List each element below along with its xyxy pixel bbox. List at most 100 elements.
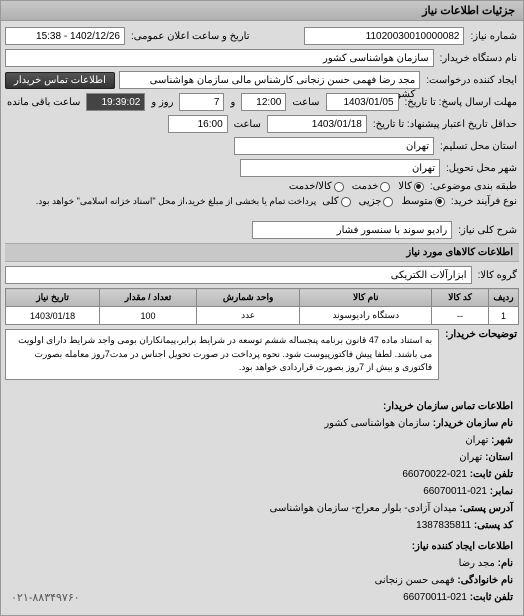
radio-kala-label: کالا [398, 181, 412, 192]
remain-time-field: 19:39:02 [86, 93, 145, 111]
process-label: نوع فرآیند خرید: [449, 196, 519, 207]
name-v: مجد رضا [459, 558, 495, 569]
process-note: پرداخت تمام یا بخشی از مبلغ خرید،از محل … [5, 196, 318, 207]
addr-l: آدرس پستی: [460, 503, 513, 514]
cell-unit: عدد [196, 307, 300, 325]
cell-name: دستگاه رادیوسوند [300, 307, 432, 325]
radio-kala-khedmat-label: کالا/خدمت [289, 181, 332, 192]
fam-v: فهمی حسن زنجانی [375, 575, 455, 586]
row-buyer-note: توضیحات خریدار: به استناد ماده 47 قانون … [5, 329, 519, 380]
requester-label: ایجاد کننده درخواست: [424, 75, 519, 86]
price-date-field: 1403/01/18 [267, 115, 367, 133]
radio-dot-icon [334, 182, 344, 192]
post-v: 1387835811 [416, 520, 471, 531]
days-and-label: و [228, 97, 237, 108]
radio-jozi[interactable]: جزیی [359, 196, 394, 207]
price-time-field: 16:00 [168, 115, 228, 133]
buyer-note-label: توضیحات خریدار: [443, 329, 519, 340]
row-process: نوع فرآیند خرید: متوسط جزیی کلی پرداخت ت… [5, 196, 519, 207]
radio-jozi-label: جزیی [359, 196, 382, 207]
price-deadline-label: حداقل تاریخ اعتبار پیشنهاد: تا تاریخ: [371, 119, 519, 130]
items-section-title: اطلاعات کالاهای مورد نیاز [5, 243, 519, 262]
province-label: استان محل تسلیم: [438, 141, 519, 152]
announce-field: 1402/12/26 - 15:38 [5, 27, 125, 45]
radio-khedmat[interactable]: خدمت [352, 181, 391, 192]
table-row[interactable]: 1 -- دستگاه رادیوسوند عدد 100 1403/01/18 [6, 307, 519, 325]
contact-buyer-button[interactable]: اطلاعات تماس خریدار [5, 72, 115, 89]
cell-qty: 100 [100, 307, 197, 325]
radio-motavaset[interactable]: متوسط [401, 196, 444, 207]
row-resp-deadline: مهلت ارسال پاسخ: تا تاریخ: 1403/01/05 سا… [5, 93, 519, 111]
name-l: نام: [498, 558, 513, 569]
days-after-label: روز و [149, 97, 175, 108]
need-no-field: 11020030010000082 [304, 27, 464, 45]
panel-title: جزئیات اطلاعات نیاز [1, 1, 523, 21]
group-label: گروه کالا: [476, 270, 519, 281]
cell-code: -- [432, 307, 489, 325]
col-unit: واحد شمارش [196, 289, 300, 307]
table-head: ردیف کد کالا نام کالا واحد شمارش تعداد /… [6, 289, 519, 307]
city-label: شهر محل تحویل: [444, 163, 519, 174]
requester-field: مجد رضا فهمی حسن زنجانی کارشناس مالی ساز… [119, 71, 420, 89]
creator-header: اطلاعات ایجاد کننده نیاز: [412, 541, 513, 552]
panel-body: شماره نیاز: 11020030010000082 تاریخ و سا… [1, 21, 523, 390]
need-desc-label: شرح کلی نیاز: [456, 225, 519, 236]
province-field: تهران [234, 137, 434, 155]
city-l: شهر: [491, 435, 513, 446]
need-desc-field: رادیو سوند با سنسور فشار [252, 221, 452, 239]
radio-kala-khedmat[interactable]: کالا/خدمت [289, 181, 344, 192]
remain-after-label: ساعت باقی مانده [5, 97, 82, 108]
row-org: نام دستگاه خریدار: سازمان هواشناسی کشور [5, 49, 519, 67]
radio-dot-icon [383, 197, 393, 207]
prov-l: استان: [485, 452, 513, 463]
contact-header: اطلاعات تماس سازمان خریدار: [383, 401, 513, 412]
footer-tel: ۰۲۱-۸۸۳۴۹۷۶۰ [11, 589, 80, 608]
col-date: تاریخ نیاز [6, 289, 100, 307]
radio-khedmat-label: خدمت [352, 181, 379, 192]
radio-koli[interactable]: کلی [322, 196, 350, 207]
fax-v: 021-66070011 [423, 486, 487, 497]
radio-dot-icon [414, 182, 424, 192]
radio-kala[interactable]: کالا [398, 181, 424, 192]
cell-date: 1403/01/18 [6, 307, 100, 325]
announce-label: تاریخ و ساعت اعلان عمومی: [129, 31, 252, 42]
radio-dot-icon [435, 197, 445, 207]
resp-date-field: 1403/01/05 [326, 93, 399, 111]
cell-rownum: 1 [489, 307, 519, 325]
resp-time-field: 12:00 [241, 93, 286, 111]
group-field: ابزارآلات الکتریکی [5, 266, 472, 284]
radio-motavaset-label: متوسط [401, 196, 432, 207]
org-l: نام سازمان خریدار: [433, 418, 513, 429]
row-price-deadline: حداقل تاریخ اعتبار پیشنهاد: تا تاریخ: 14… [5, 115, 519, 133]
buyer-note-text: به استناد ماده 47 قانون برنامه پنجساله ش… [5, 329, 439, 380]
tel-l: تلفن ثابت: [470, 469, 513, 480]
radio-koli-label: کلی [322, 196, 338, 207]
ctel-l: تلفن ثابت: [470, 592, 513, 603]
row-classification: طبقه بندی موضوعی: کالا خدمت کالا/خدمت [5, 181, 519, 192]
col-qty: تعداد / مقدار [100, 289, 197, 307]
resp-deadline-label: مهلت ارسال پاسخ: تا تاریخ: [403, 97, 519, 108]
radio-dot-icon [380, 182, 390, 192]
need-no-label: شماره نیاز: [468, 31, 519, 42]
at-label-1: ساعت [290, 97, 321, 108]
fam-l: نام خانوادگی: [457, 575, 513, 586]
row-need-desc: شرح کلی نیاز: رادیو سوند با سنسور فشار [5, 221, 519, 239]
col-code: کد کالا [432, 289, 489, 307]
at-label-2: ساعت [232, 119, 263, 130]
row-need-no: شماره نیاز: 11020030010000082 تاریخ و سا… [5, 27, 519, 45]
ctel-v: 021-66070011 [403, 592, 467, 603]
row-city: شهر محل تحویل: تهران [5, 159, 519, 177]
days-field: 7 [179, 93, 224, 111]
city-field: تهران [240, 159, 440, 177]
org-label: نام دستگاه خریدار: [438, 53, 519, 64]
process-radios: متوسط جزیی کلی [322, 196, 445, 207]
classification-radios: کالا خدمت کالا/خدمت [289, 181, 424, 192]
contact-block: اطلاعات تماس سازمان خریدار: نام سازمان خ… [1, 390, 523, 616]
post-l: کد پستی: [474, 520, 513, 531]
prov-v: تهران [459, 452, 482, 463]
addr-v: میدان آزادی- بلوار معراج- سازمان هواشناس… [270, 503, 457, 514]
col-name: نام کالا [300, 289, 432, 307]
radio-dot-icon [341, 197, 351, 207]
details-panel: جزئیات اطلاعات نیاز شماره نیاز: 11020030… [0, 0, 524, 616]
city-v: تهران [465, 435, 488, 446]
